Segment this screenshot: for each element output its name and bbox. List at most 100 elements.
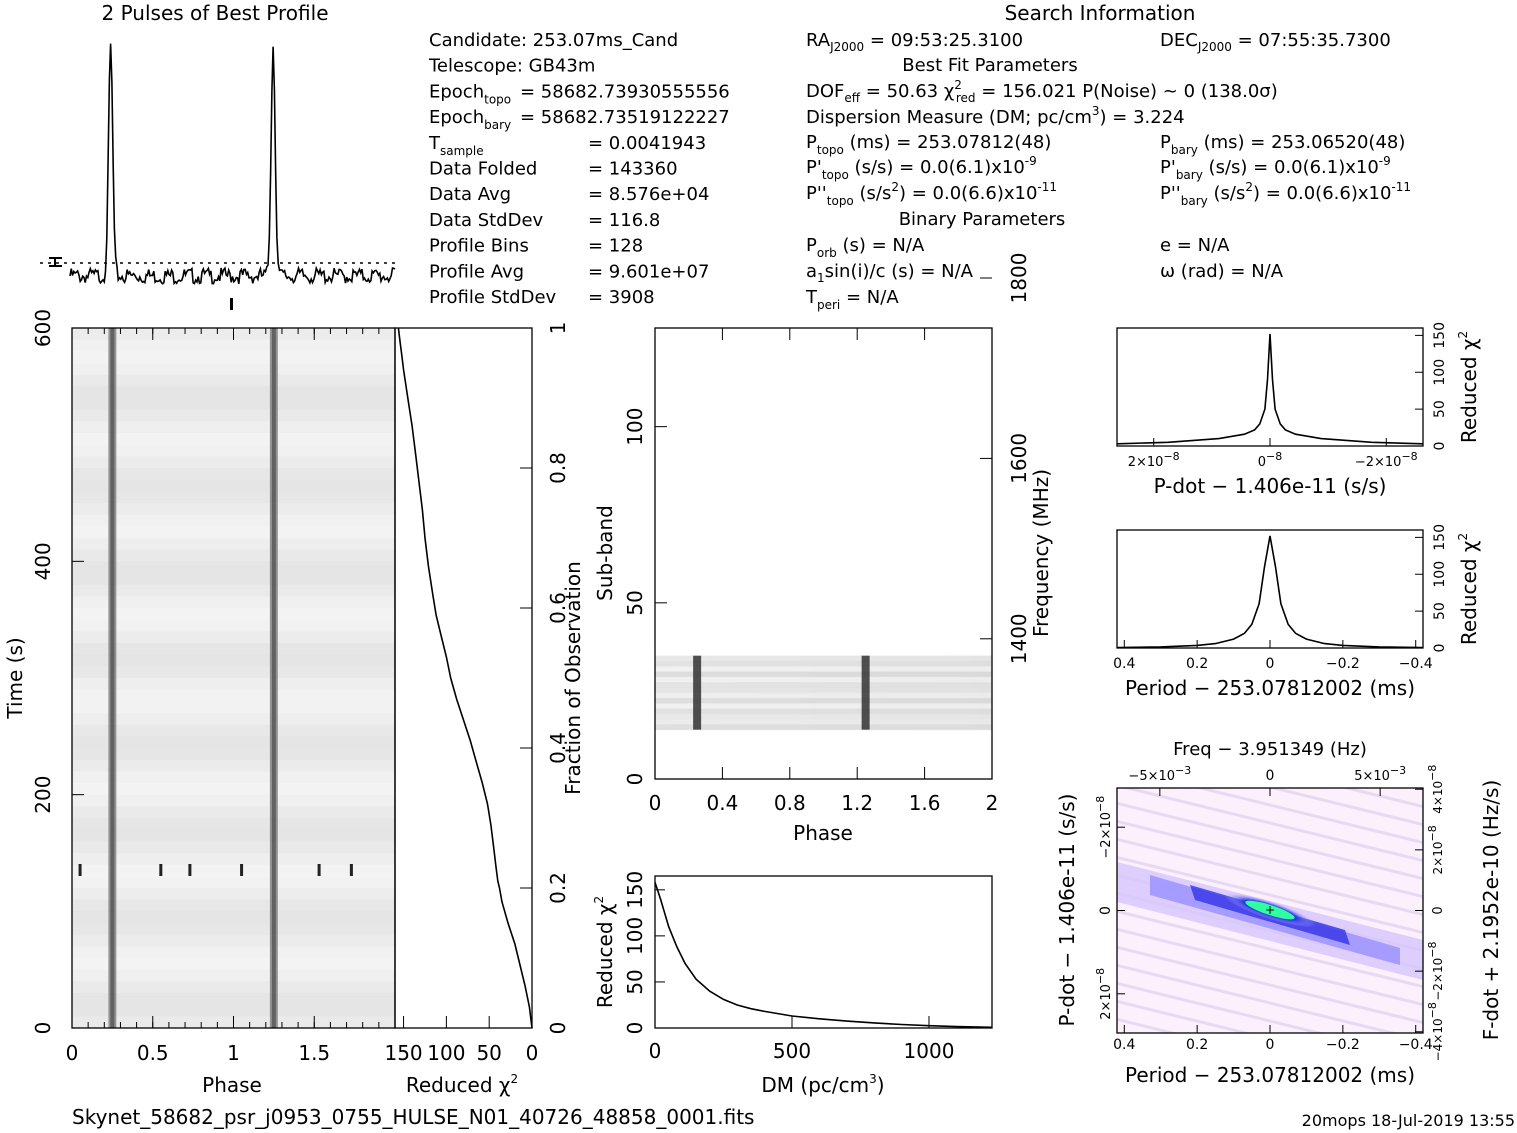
y-tick-label: 150	[1432, 322, 1448, 349]
y-tick-label: 50	[1432, 400, 1448, 418]
binary-heading: Binary Parameters	[899, 209, 1066, 230]
heatmap-row	[72, 526, 395, 539]
x-tick-label: 0	[649, 791, 662, 815]
heatmap-row	[72, 818, 395, 831]
time-phase-xlabel: Phase	[202, 1073, 262, 1097]
rfi-mark	[159, 864, 163, 876]
band-pulse	[693, 655, 702, 730]
band-row	[655, 713, 992, 720]
x-tick-label: 0.2	[1186, 1037, 1208, 1053]
profile-errorbar	[49, 257, 62, 267]
heatmap-row	[72, 736, 395, 749]
y-tick-label: 100	[623, 408, 647, 446]
band-row	[655, 666, 992, 673]
x-tick-label: −2×10−8	[1355, 450, 1418, 470]
dm-ylabel: Reduced χ2	[592, 896, 617, 1008]
y-tick-label: 150	[1432, 524, 1448, 551]
x-tick-label: 150	[384, 1041, 422, 1065]
heatmap-row	[72, 538, 395, 551]
y-tick-label: 50	[623, 590, 647, 615]
streak	[1340, 788, 1423, 809]
heatmap-row	[72, 433, 395, 446]
streak	[1117, 801, 1423, 881]
heatmap-row	[72, 386, 395, 399]
band-row	[655, 708, 992, 715]
heatmap-row	[72, 666, 395, 679]
y-tick-label: 0	[623, 773, 647, 786]
p-pdot-ylabel: P-dot − 1.406e-11 (s/s)	[1055, 794, 1079, 1027]
heatmap-row	[72, 479, 395, 492]
band-row	[655, 660, 992, 667]
band-row	[655, 676, 992, 683]
period-xlabel: Period − 253.07812002 (ms)	[1125, 676, 1415, 700]
profile-phase-marker	[230, 298, 233, 310]
info-left-value: = 3908	[588, 287, 655, 308]
x-tick-label: 0.2	[1186, 656, 1208, 672]
rfi-mark	[240, 864, 244, 876]
y-tick-label: 0.2	[546, 872, 570, 904]
y-tick-label: 0.6	[546, 592, 570, 624]
info-left-row: Telescope: GB43m	[428, 56, 595, 77]
x-tick-label: 2×10−8	[1128, 450, 1180, 470]
svg-text:e = N/A: e = N/A	[1160, 235, 1230, 256]
search-info-title: Search Information	[1005, 1, 1196, 25]
heatmap-row	[72, 876, 395, 889]
svg-text:Pbary (ms) = 253.06520(48): Pbary (ms) = 253.06520(48)	[1160, 132, 1405, 157]
info-left-value: = 58682.73930555556	[520, 81, 730, 102]
x-tick-label: 1	[227, 1041, 240, 1065]
y2-tick-label: 1800	[1007, 253, 1031, 304]
heatmap-row	[72, 864, 395, 877]
y2-tick-label: −2×10−8	[1426, 942, 1445, 1001]
heatmap-row	[72, 899, 395, 912]
streak	[1117, 999, 1252, 1033]
svg-text:Dispersion Measure (DM; pc/cm3: Dispersion Measure (DM; pc/cm3) = 3.224	[806, 104, 1185, 128]
time-chi2-frame	[394, 327, 533, 1029]
streak	[1194, 788, 1423, 845]
p-pdot-xlabel: Period − 253.07812002 (ms)	[1125, 1063, 1415, 1087]
band-row	[655, 655, 992, 662]
heatmap-row	[72, 398, 395, 411]
band-row	[655, 671, 992, 678]
top-tick-label: 5×10−3	[1354, 764, 1406, 784]
heatmap-row	[72, 678, 395, 691]
x-tick-label: 100	[427, 1041, 465, 1065]
y2-tick-label: 2×10−8	[1426, 825, 1445, 874]
svg-text:DECJ2000 = 07:55:35.7300: DECJ2000 = 07:55:35.7300	[1160, 30, 1391, 54]
y-tick-label: 50	[1432, 602, 1448, 620]
pdot-ticks: 2×10−8 0−8 −2×10−8 0 50 100 150	[1128, 322, 1448, 470]
info-left-row: Tsample	[428, 133, 484, 158]
x-tick-label: 0.4	[706, 791, 738, 815]
heatmap-row	[72, 468, 395, 481]
heatmap-row	[72, 514, 395, 527]
x-tick-label: −0.2	[1326, 656, 1360, 672]
best-fit-heading: Best Fit Parameters	[902, 55, 1077, 76]
heatmap-row	[72, 759, 395, 772]
heatmap-row	[72, 351, 395, 364]
heatmap-row	[72, 969, 395, 982]
pulse-track-core	[271, 328, 276, 1028]
y-tick-label: 0	[1098, 906, 1114, 915]
period-ticks: 0.4 0.2 0 −0.2 −0.4 0 50 100 150	[1113, 524, 1448, 672]
heatmap-row	[72, 888, 395, 901]
x-tick-label: 0.4	[1113, 656, 1135, 672]
heatmap-row	[72, 549, 395, 562]
svg-text:a1sin(i)/c (s) = N/A: a1sin(i)/c (s) = N/A	[806, 261, 974, 285]
heatmap-row	[72, 596, 395, 609]
top-tick-label: 0	[1266, 768, 1275, 784]
dm-frame	[654, 875, 993, 1029]
svg-text:P'topo (s/s) = 0.0(6.1)x10-9: P'topo (s/s) = 0.0(6.1)x10-9	[806, 154, 1037, 182]
band-row	[655, 703, 992, 710]
streak	[1117, 819, 1423, 899]
info-mid-column: RAJ2000 = 09:53:25.3100 Best Fit Paramet…	[805, 30, 1278, 312]
band-pulse	[861, 655, 870, 730]
freq-title: Freq − 3.951349 (Hz)	[1173, 739, 1367, 760]
info-left-value: = 58682.73519122227	[520, 107, 730, 128]
x-tick-label: 1.5	[298, 1041, 330, 1065]
x-tick-label: −0.4	[1399, 656, 1433, 672]
rfi-mark	[78, 864, 82, 876]
frequency-ylabel: Frequency (MHz)	[1029, 469, 1053, 637]
rfi-mark	[188, 864, 192, 876]
info-left-row: Profile StdDev	[429, 287, 557, 308]
heatmap-row	[72, 923, 395, 936]
y2-tick-label: −4×10−8	[1426, 1002, 1445, 1061]
